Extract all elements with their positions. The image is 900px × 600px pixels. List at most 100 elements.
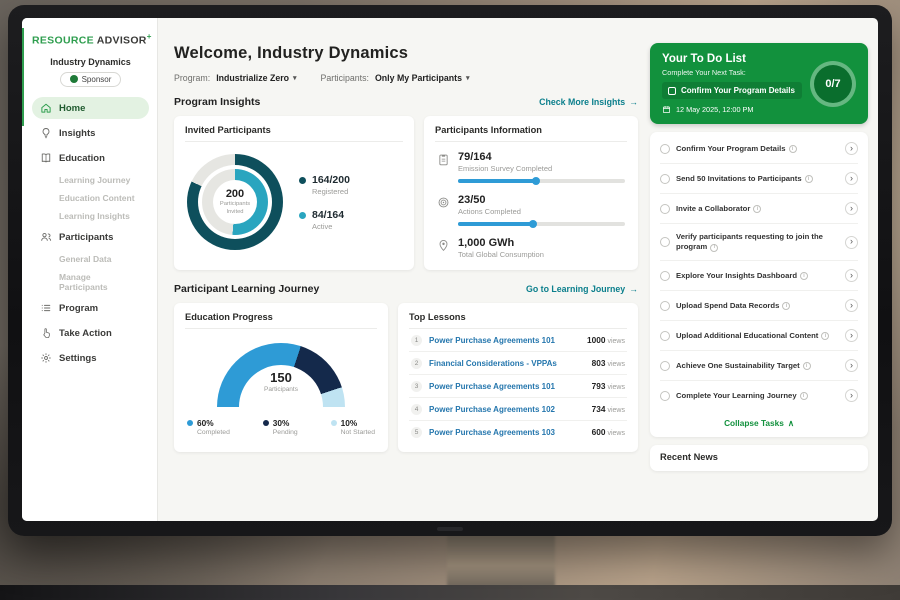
calendar-icon bbox=[662, 105, 671, 114]
task-checkbox[interactable] bbox=[660, 173, 670, 184]
chevron-right-icon[interactable]: › bbox=[845, 142, 858, 155]
lesson-link[interactable]: Power Purchase Agreements 101 bbox=[429, 335, 555, 345]
task-checkbox[interactable] bbox=[660, 390, 670, 401]
todo-next-task-label: Confirm Your Program Details bbox=[681, 86, 795, 95]
sidebar-item-insights[interactable]: Insights bbox=[32, 122, 149, 144]
sidebar-item-education-content[interactable]: Education Content bbox=[32, 189, 149, 207]
info-icon[interactable]: i bbox=[782, 302, 791, 311]
sidebar-item-label: Manage Participants bbox=[59, 271, 108, 292]
legend-item-active: 84/164 Active bbox=[299, 209, 350, 231]
participants-select[interactable]: Only My Participants ▾ bbox=[375, 73, 470, 83]
task-label: Explore Your Insights Dashboard bbox=[676, 270, 798, 280]
task-item[interactable]: Send 50 Invitations to Participants i › bbox=[660, 164, 858, 194]
legend-value: 10% bbox=[340, 418, 358, 428]
lesson-rank: 2 bbox=[411, 357, 422, 369]
lesson-views: 734 views bbox=[591, 404, 625, 414]
task-checkbox[interactable] bbox=[660, 143, 670, 154]
task-checkbox[interactable] bbox=[660, 360, 670, 371]
gauge-label: Participants bbox=[264, 386, 298, 393]
sidebar-item-education[interactable]: Education bbox=[32, 147, 149, 169]
lesson-link[interactable]: Power Purchase Agreements 103 bbox=[429, 427, 555, 437]
todo-summary-card: Your To Do List Complete Your Next Task:… bbox=[650, 43, 868, 124]
sidebar-item-learning-journey[interactable]: Learning Journey bbox=[32, 171, 149, 189]
sidebar-item-take-action[interactable]: Take Action bbox=[32, 322, 149, 344]
collapse-tasks-link[interactable]: Collapse Tasks ∧ bbox=[660, 410, 858, 433]
lesson-views: 793 views bbox=[591, 381, 625, 391]
sidebar-item-manage-participants[interactable]: Manage Participants bbox=[32, 268, 149, 296]
sidebar-item-label: Settings bbox=[59, 352, 97, 364]
learning-cards-row: Education Progress 150 Participants 60% bbox=[174, 303, 638, 452]
program-select[interactable]: Industrialize Zero ▾ bbox=[216, 73, 296, 83]
sponsor-badge[interactable]: Sponsor bbox=[59, 71, 122, 87]
todo-next-task[interactable]: Confirm Your Program Details bbox=[662, 82, 802, 99]
lesson-link[interactable]: Financial Considerations - VPPAs bbox=[429, 358, 557, 368]
list-icon bbox=[40, 302, 52, 314]
sidebar-item-label: Learning Insights bbox=[59, 210, 130, 221]
app-logo: RESOURCE ADVISOR+ bbox=[32, 32, 151, 47]
task-checkbox[interactable] bbox=[660, 237, 670, 247]
sidebar-item-general-data[interactable]: General Data bbox=[32, 250, 149, 268]
book-icon bbox=[40, 152, 52, 164]
task-item[interactable]: Explore Your Insights Dashboard i › bbox=[660, 261, 858, 291]
todo-title: Your To Do List bbox=[662, 53, 746, 65]
info-icon[interactable]: i bbox=[800, 272, 809, 281]
card-title: Education Progress bbox=[185, 312, 377, 329]
invited-donut-chart: 200 Participants Invited bbox=[187, 154, 283, 250]
task-item[interactable]: Confirm Your Program Details i › bbox=[660, 134, 858, 164]
task-item[interactable]: Invite a Collaborator i › bbox=[660, 194, 858, 224]
lesson-row[interactable]: 1 Power Purchase Agreements 101 1000 view… bbox=[409, 329, 627, 352]
chevron-right-icon[interactable]: › bbox=[845, 299, 858, 312]
lesson-views: 1000 views bbox=[587, 335, 625, 345]
chevron-right-icon[interactable]: › bbox=[845, 389, 858, 402]
lesson-row[interactable]: 2 Financial Considerations - VPPAs 803 vi… bbox=[409, 352, 627, 375]
task-item[interactable]: Upload Additional Educational Content i › bbox=[660, 321, 858, 351]
info-icon[interactable]: i bbox=[804, 175, 813, 184]
lesson-link[interactable]: Power Purchase Agreements 102 bbox=[429, 404, 555, 414]
section-title-learning-journey: Participant Learning Journey bbox=[174, 283, 320, 295]
info-icon[interactable]: i bbox=[753, 205, 762, 214]
education-gauge-center: 150 Participants bbox=[217, 370, 345, 393]
sidebar-item-program[interactable]: Program bbox=[32, 297, 149, 319]
chevron-right-icon[interactable]: › bbox=[845, 235, 858, 249]
lesson-row[interactable]: 3 Power Purchase Agreements 101 793 views bbox=[409, 375, 627, 398]
legend-dot-not-started bbox=[330, 420, 337, 426]
stat-label: Emission Survey Completed bbox=[458, 164, 553, 173]
chevron-right-icon[interactable]: › bbox=[845, 202, 858, 215]
collapse-tasks-label: Collapse Tasks bbox=[724, 418, 784, 428]
info-icon[interactable]: i bbox=[802, 362, 811, 371]
task-label: Verify participants requesting to join t… bbox=[676, 232, 823, 251]
legend-dot-pending bbox=[262, 420, 269, 426]
chevron-right-icon[interactable]: › bbox=[845, 269, 858, 282]
invited-participants-card: Invited Participants 200 Participants In… bbox=[174, 116, 414, 270]
sidebar-item-home[interactable]: Home bbox=[32, 97, 149, 119]
check-more-insights-link[interactable]: Check More Insights → bbox=[539, 97, 638, 107]
sidebar-item-learning-insights[interactable]: Learning Insights bbox=[32, 207, 149, 225]
lesson-row[interactable]: 5 Power Purchase Agreements 103 600 views bbox=[409, 421, 627, 443]
info-icon[interactable]: i bbox=[710, 243, 719, 252]
chevron-right-icon[interactable]: › bbox=[845, 329, 858, 342]
task-checkbox[interactable] bbox=[660, 330, 670, 341]
info-icon[interactable]: i bbox=[799, 392, 808, 401]
task-label: Confirm Your Program Details bbox=[676, 143, 786, 153]
chevron-right-icon[interactable]: › bbox=[845, 359, 858, 372]
task-item[interactable]: Verify participants requesting to join t… bbox=[660, 224, 858, 261]
lesson-row[interactable]: 4 Power Purchase Agreements 102 734 views bbox=[409, 398, 627, 421]
task-item[interactable]: Complete Your Learning Journey i › bbox=[660, 381, 858, 410]
task-checkbox[interactable] bbox=[660, 203, 670, 214]
task-item[interactable]: Achieve One Sustainability Target i › bbox=[660, 351, 858, 381]
task-checkbox[interactable] bbox=[660, 300, 670, 311]
chevron-right-icon[interactable]: › bbox=[845, 172, 858, 185]
checkbox-icon[interactable] bbox=[668, 86, 676, 95]
todo-progress-text: 0/7 bbox=[825, 77, 841, 90]
task-label: Complete Your Learning Journey bbox=[676, 390, 797, 400]
legend-dot-registered bbox=[299, 176, 306, 184]
task-checkbox[interactable] bbox=[660, 270, 670, 281]
go-to-learning-journey-link[interactable]: Go to Learning Journey → bbox=[526, 284, 638, 294]
task-item[interactable]: Upload Spend Data Records i › bbox=[660, 291, 858, 321]
lesson-link[interactable]: Power Purchase Agreements 101 bbox=[429, 381, 555, 391]
info-icon[interactable]: i bbox=[788, 145, 797, 154]
sidebar-item-participants[interactable]: Participants bbox=[32, 226, 149, 248]
sidebar-item-settings[interactable]: Settings bbox=[32, 347, 149, 369]
info-icon[interactable]: i bbox=[821, 332, 830, 341]
legend-item-registered: 164/200 Registered bbox=[299, 174, 350, 196]
